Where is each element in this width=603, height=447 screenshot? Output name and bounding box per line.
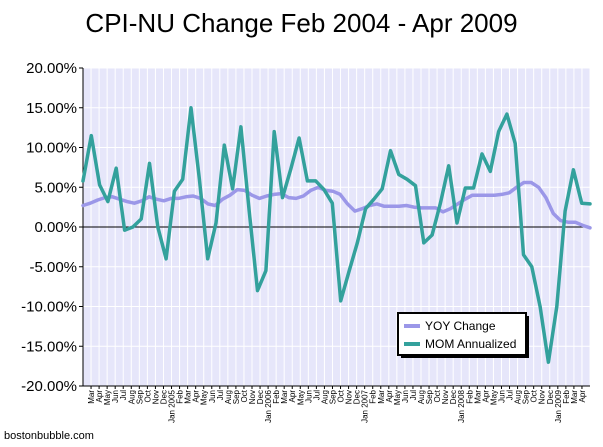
x-tick-label: May xyxy=(489,390,498,405)
series-lines xyxy=(81,106,592,364)
y-tick-label: 0.00% xyxy=(34,219,77,236)
legend-label: MOM Annualized xyxy=(425,337,516,351)
x-tick-label: Jul xyxy=(409,390,418,400)
x-tick-label: Jan 2006 xyxy=(264,389,273,422)
x-tick-label: Apr xyxy=(578,390,587,403)
y-axis: 20.00% 15.00% 10.00% 5.00% 0.00% -5.00% -10.00… xyxy=(21,60,84,395)
x-tick-label: May xyxy=(296,390,305,405)
legend-box xyxy=(397,312,527,356)
y-tick-label: -10.00% xyxy=(21,299,77,316)
legend: YOY Change MOM Annualized xyxy=(397,312,529,358)
x-tick-label: Oct xyxy=(143,389,152,402)
x-tick-label: Jun xyxy=(304,390,313,403)
x-tick-label: Aug xyxy=(514,390,523,404)
x-tick-label: May xyxy=(103,390,112,405)
x-tick-label: Dec xyxy=(159,390,168,404)
watermark: bostonbubble.com xyxy=(4,430,94,442)
x-tick-label: Apr xyxy=(192,390,201,403)
x-tick-label: Nov xyxy=(248,390,257,404)
x-tick-label: Sep xyxy=(135,389,144,404)
x-tick-label: Oct xyxy=(530,389,539,402)
x-tick-label: Jun xyxy=(401,390,410,403)
x-tick-label: Oct xyxy=(337,389,346,402)
x-tick-label: Nov xyxy=(538,390,547,404)
x-tick-label: Mar xyxy=(184,390,193,404)
x-tick-label: Jan 2009 xyxy=(554,389,563,422)
x-tick-label: Nov xyxy=(345,390,354,404)
x-tick-label: Dec xyxy=(546,390,555,404)
x-tick-label: Sep xyxy=(522,389,531,404)
x-tick-label: Nov xyxy=(151,390,160,404)
y-tick-label: 5.00% xyxy=(34,179,77,196)
y-tick-label: -20.00% xyxy=(21,378,77,395)
x-tick-label: Sep xyxy=(328,389,337,404)
legend-label: YOY Change xyxy=(425,319,496,333)
x-tick-label: Feb xyxy=(272,389,281,403)
series-line-mom-annualized xyxy=(81,106,592,364)
x-tick-label: Mar xyxy=(377,390,386,404)
x-tick-label: Mar xyxy=(473,390,482,404)
x-tick-label: Apr xyxy=(481,390,490,403)
x-tick-label: Jun xyxy=(208,390,217,403)
x-tick-label: Jan 2008 xyxy=(457,389,466,422)
x-tick-label: Feb xyxy=(465,389,474,403)
x-tick-label: Jun xyxy=(497,390,506,403)
x-tick-label: Feb xyxy=(176,389,185,403)
x-tick-label: Mar xyxy=(570,390,579,404)
chart-title: CPI-NU Change Feb 2004 - Apr 2009 xyxy=(85,8,518,38)
x-tick-label: Dec xyxy=(449,390,458,404)
y-tick-label: 15.00% xyxy=(26,100,77,117)
x-tick-label: Sep xyxy=(232,389,241,404)
y-tick-label: -15.00% xyxy=(21,338,77,355)
x-tick-label: Apr xyxy=(95,390,104,403)
y-tick-label: 10.00% xyxy=(26,140,77,157)
x-tick-label: Jul xyxy=(216,390,225,400)
x-tick-label: Jan 2005 xyxy=(168,389,177,422)
x-tick-label: Oct xyxy=(433,389,442,402)
x-tick-label: Mar xyxy=(87,390,96,404)
x-tick-label: Dec xyxy=(256,390,265,404)
x-tick-label: Oct xyxy=(240,389,249,402)
x-tick-label: Aug xyxy=(127,390,136,404)
x-tick-label: Jul xyxy=(506,390,515,400)
y-tick-label: 20.00% xyxy=(26,60,77,77)
series-line-yoy-change xyxy=(81,180,592,230)
x-tick-label: Jul xyxy=(312,390,321,400)
x-tick-label: Aug xyxy=(224,390,233,404)
x-axis: Mar Apr May Jun Jul Aug Sep Oct Nov Dec Jan 2005 Fe… xyxy=(83,385,590,423)
x-tick-label: May xyxy=(393,390,402,405)
x-tick-label: Aug xyxy=(417,390,426,404)
x-tick-label: Aug xyxy=(320,390,329,404)
x-tick-label: Mar xyxy=(280,390,289,404)
x-tick-label: Nov xyxy=(441,390,450,404)
x-tick-label: Apr xyxy=(288,390,297,403)
x-tick-label: Jul xyxy=(119,390,128,400)
x-tick-label: Jun xyxy=(111,390,120,403)
x-tick-label: Apr xyxy=(385,390,394,403)
x-tick-label: Dec xyxy=(353,390,362,404)
x-tick-label: Sep xyxy=(425,389,434,404)
y-tick-label: -5.00% xyxy=(29,259,77,276)
x-tick-label: May xyxy=(200,390,209,405)
x-tick-label: Feb xyxy=(369,389,378,403)
x-tick-label: Feb xyxy=(562,389,571,403)
x-tick-label: Jan 2007 xyxy=(361,389,370,422)
